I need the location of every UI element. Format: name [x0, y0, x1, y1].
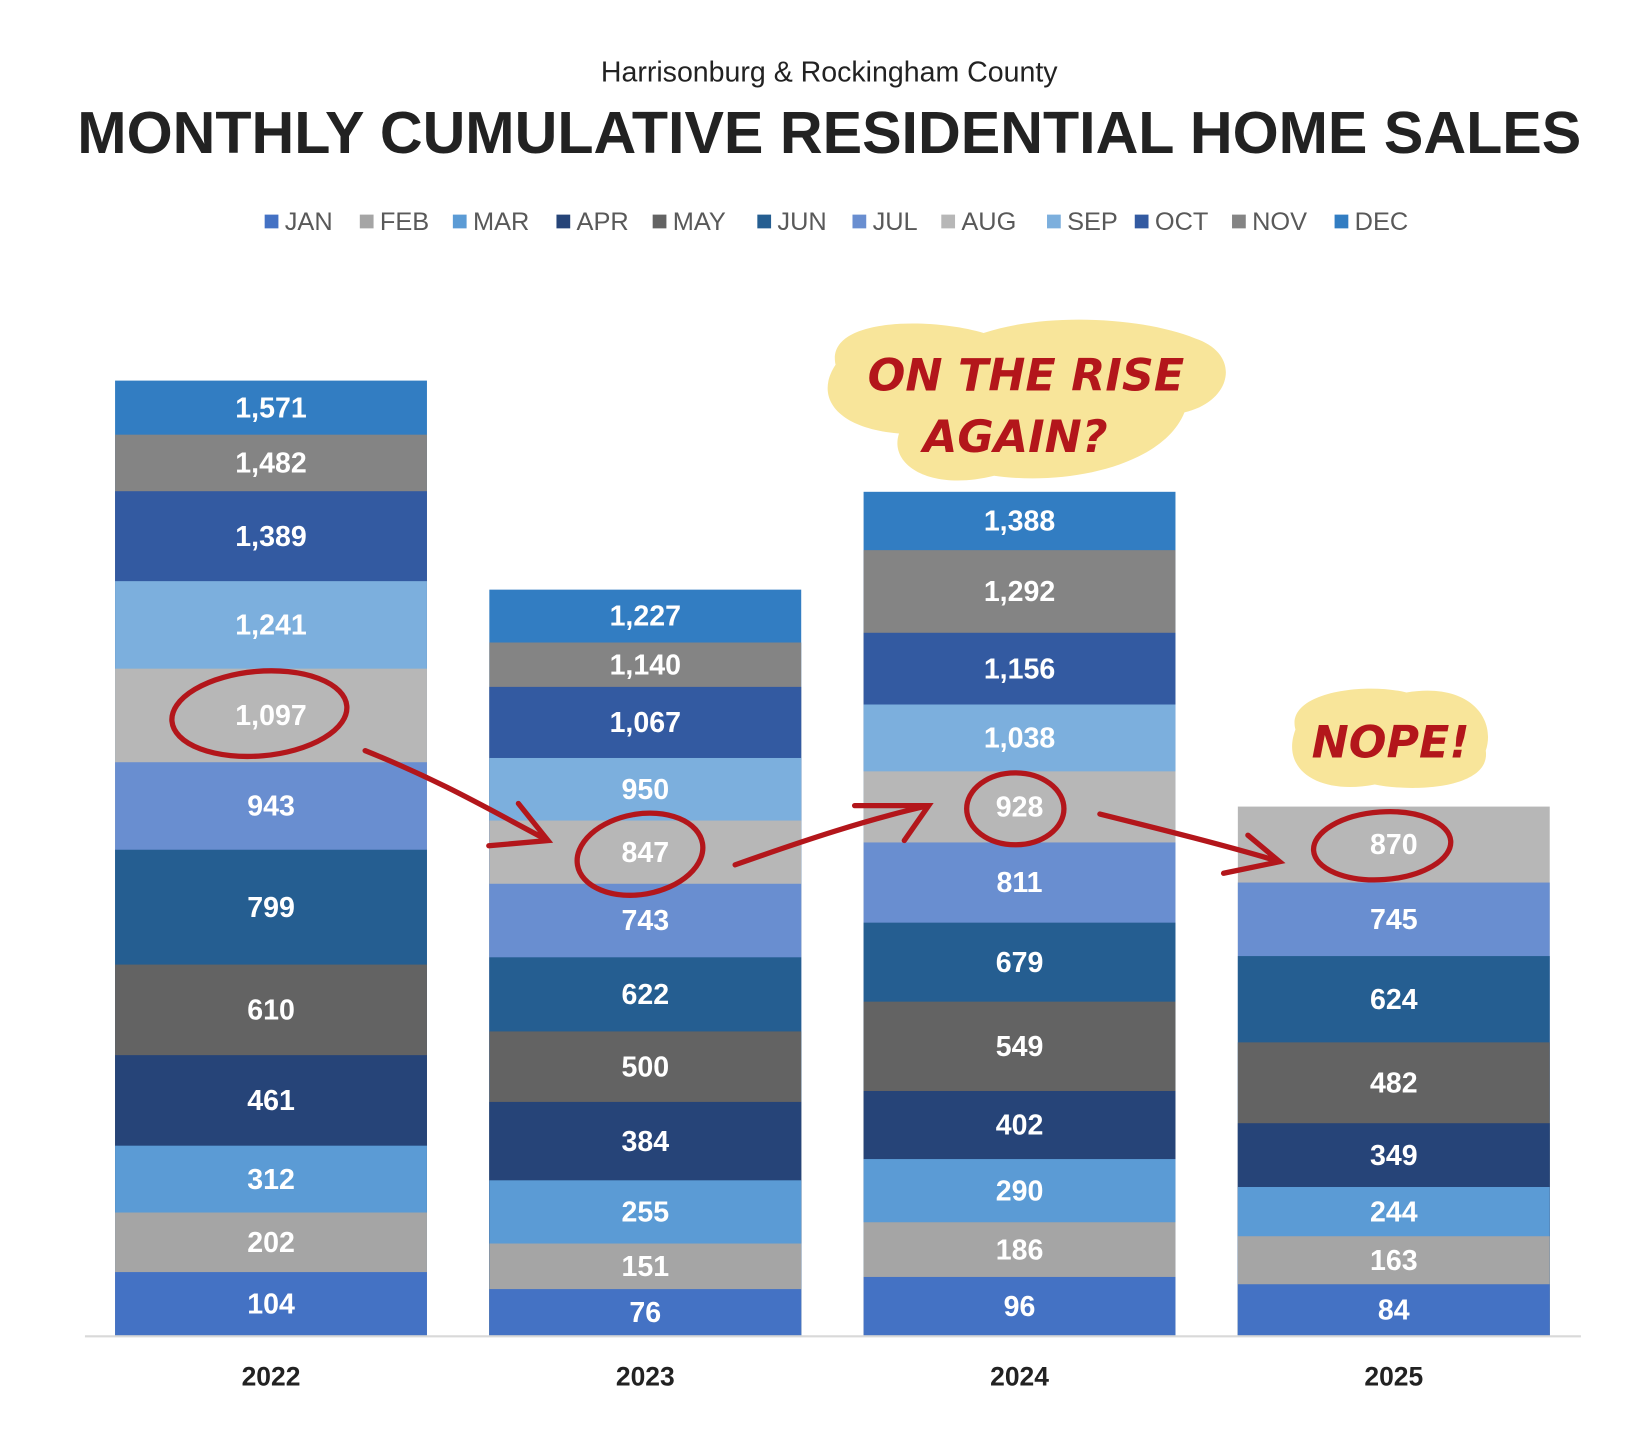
legend-entry: JUL	[873, 208, 918, 236]
data-label: 312	[247, 1164, 295, 1196]
highlight-blob	[1292, 688, 1489, 788]
data-label: 610	[247, 995, 295, 1027]
data-label: 549	[996, 1031, 1044, 1063]
data-label: 402	[996, 1110, 1044, 1142]
data-label: 928	[996, 792, 1044, 824]
legend-swatch	[1134, 214, 1149, 229]
legend-swatch	[852, 214, 867, 229]
arrow	[1097, 811, 1286, 876]
data-label: 943	[247, 791, 295, 823]
data-label: 950	[621, 774, 669, 806]
data-label: 1,140	[610, 649, 681, 681]
data-label: 384	[621, 1126, 669, 1158]
legend-swatch	[359, 214, 374, 229]
legend-swatch	[652, 214, 667, 229]
data-label: 1,038	[984, 723, 1055, 755]
x-tick-label: 2022	[242, 1362, 301, 1392]
bars	[115, 380, 1550, 1336]
data-label: 743	[621, 905, 669, 937]
data-label: 500	[621, 1051, 669, 1083]
data-label: 96	[1004, 1291, 1036, 1323]
data-label: 847	[621, 837, 669, 869]
data-label: 622	[621, 979, 669, 1011]
data-label: 1,227	[610, 601, 681, 633]
data-label: 76	[629, 1297, 661, 1329]
annotations: ON THE RISE AGAIN? NOPE!	[827, 319, 1489, 788]
bar	[1237, 1284, 1550, 1336]
circle	[964, 770, 1067, 848]
legend-swatch	[1334, 214, 1349, 229]
bar	[489, 1289, 802, 1336]
arrow	[362, 747, 554, 849]
circle	[574, 810, 706, 898]
data-label: 255	[621, 1197, 669, 1229]
data-label: 1,156	[984, 653, 1055, 685]
legend-entry: APR	[577, 208, 629, 236]
data-label: 1,571	[235, 392, 307, 424]
legend-swatch	[1047, 214, 1061, 229]
x-tick-label: 2025	[1364, 1362, 1423, 1392]
legend: JAN FEB MAR APR MAY JUN JUL AUG SEP OCT NOV DEC	[264, 208, 1409, 236]
data-label: 811	[997, 867, 1043, 899]
legend-swatch	[941, 214, 956, 229]
data-label: 290	[996, 1175, 1044, 1207]
circle	[169, 668, 350, 760]
legend-swatch	[556, 214, 571, 229]
data-label: 186	[996, 1234, 1044, 1266]
legend-entry: DEC	[1355, 208, 1409, 236]
chart-title: MONTHLY CUMULATIVE RESIDENTIAL HOME SALE…	[77, 99, 1581, 166]
data-label: 1,241	[235, 610, 307, 642]
legend-entry: MAY	[673, 208, 726, 236]
data-label: 104	[247, 1288, 295, 1320]
data-label: 799	[247, 892, 295, 924]
legend-entry: SEP	[1067, 208, 1118, 236]
data-label: 1,067	[610, 707, 681, 739]
legend-swatch	[1232, 214, 1246, 229]
data-label: 1,097	[235, 700, 306, 732]
arrow	[732, 802, 934, 868]
data-label: 163	[1370, 1245, 1418, 1277]
x-tick-label: 2023	[616, 1362, 675, 1392]
legend-swatch	[757, 214, 772, 229]
data-label: 870	[1370, 829, 1418, 861]
data-label: 745	[1370, 904, 1418, 936]
data-label: 624	[1370, 984, 1418, 1016]
legend-entry: AUG	[961, 208, 1016, 236]
data-label: 202	[247, 1227, 295, 1259]
x-tick-label: 2024	[990, 1362, 1049, 1392]
legend-entry: JUN	[777, 208, 826, 236]
legend-entry: FEB	[380, 208, 429, 236]
data-label: 679	[996, 947, 1044, 979]
legend-entry: OCT	[1155, 208, 1209, 236]
highlight-blob	[827, 319, 1226, 481]
legend-swatch	[452, 214, 467, 229]
data-label: 1,292	[984, 576, 1055, 608]
annotation: AGAIN?	[920, 412, 1108, 463]
annotation: NOPE!	[1312, 717, 1470, 768]
legend-entry: NOV	[1252, 208, 1307, 236]
circle	[1310, 809, 1454, 883]
data-label: 84	[1378, 1294, 1410, 1326]
data-label: 244	[1370, 1196, 1418, 1228]
bar	[115, 1272, 427, 1336]
chart-subtitle: Harrisonburg & Rockingham County	[601, 57, 1058, 89]
data-label: 349	[1370, 1140, 1418, 1172]
legend-entry: MAR	[473, 208, 529, 236]
bar	[863, 1276, 1176, 1336]
data-label: 1,388	[984, 506, 1055, 538]
data-label: 151	[621, 1251, 669, 1283]
legend-swatch	[264, 214, 279, 229]
data-label: 461	[247, 1085, 295, 1117]
annotation: ON THE RISE	[868, 350, 1185, 401]
data-label: 1,482	[235, 448, 306, 480]
data-labels: 104 76 96 84 202 151 186 163 312 255 290 244 461 384 4…	[235, 392, 1423, 1391]
annotation-marks	[169, 668, 1454, 898]
data-label: 482	[1370, 1067, 1418, 1099]
legend-entry: JAN	[285, 208, 333, 236]
data-label: 1,389	[235, 521, 306, 553]
